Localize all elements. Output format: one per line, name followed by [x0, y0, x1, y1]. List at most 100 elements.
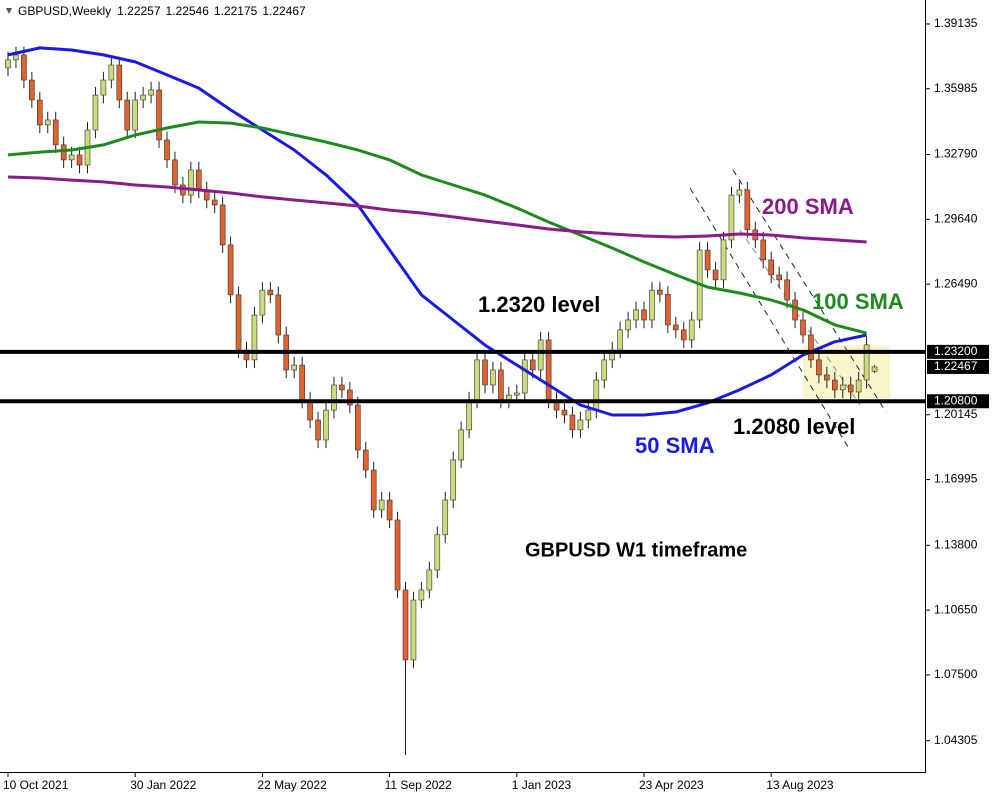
candle-body: [601, 359, 608, 381]
candle-body: [816, 359, 822, 376]
annotation: 1.2080 level: [733, 414, 855, 439]
candle-body: [744, 189, 751, 231]
sma-line: [7, 120, 867, 335]
candle-body: [156, 89, 162, 141]
candle-body: [434, 534, 441, 571]
candle-body: [569, 414, 576, 431]
candle-body: [315, 419, 321, 441]
y-tick-label: 1.29640: [934, 212, 978, 226]
candle-body: [21, 54, 27, 81]
current-price-label: 1.22467: [934, 359, 978, 373]
candle-body: [410, 599, 417, 661]
candle-body: [466, 399, 472, 431]
candle-body: [44, 119, 51, 126]
x-tick-label: 10 Oct 2021: [3, 778, 69, 792]
candle-body: [712, 269, 719, 281]
candle-body: [426, 569, 433, 591]
candle-body: [267, 289, 274, 296]
candle-body: [347, 389, 353, 406]
level-price-label: 1.20800: [934, 393, 978, 407]
candle-body: [824, 374, 830, 381]
series-label: 200 SMA: [762, 194, 854, 219]
y-tick-label: 1.10650: [934, 602, 978, 616]
candle-body: [13, 54, 19, 61]
trend-channel: [689, 169, 887, 448]
candle-body: [323, 409, 329, 441]
annotation: GBPUSD W1 timeframe: [525, 539, 747, 561]
candle-body: [386, 499, 393, 521]
candle-body: [251, 314, 258, 361]
candle-body: [450, 459, 457, 501]
sma-line: [7, 175, 867, 244]
candle-body: [227, 244, 234, 296]
current-price-box: [927, 359, 989, 374]
y-tick-label: 1.32790: [934, 147, 978, 161]
candle-body: [124, 99, 131, 131]
candle-body: [29, 79, 35, 101]
x-tick-label: 13 Aug 2023: [766, 778, 834, 792]
candle-body: [490, 369, 496, 386]
chart-header: GBPUSD,Weekly 1.22257 1.22546 1.22175 1.2246…: [18, 4, 306, 18]
header-open: 1.22257: [117, 4, 161, 18]
x-tick-label: 11 Sep 2022: [385, 778, 452, 792]
y-tick-label: 1.04305: [934, 733, 978, 747]
candle-body: [92, 94, 99, 131]
header-low: 1.22175: [214, 4, 258, 18]
candle-body: [665, 293, 671, 326]
x-tick-label: 30 Jan 2022: [130, 778, 196, 792]
symbol: GBPUSD,Weekly: [18, 4, 111, 18]
y-tick-label: 1.16995: [934, 472, 978, 486]
candle-body: [275, 294, 282, 336]
candle-body: [672, 324, 679, 331]
candle-body: [378, 499, 385, 511]
y-tick-label: 1.39135: [934, 16, 978, 30]
candle-body: [537, 339, 544, 371]
candle-body: [831, 379, 838, 391]
candle-body: [680, 329, 687, 341]
candle-body: [140, 94, 146, 101]
candle-body: [108, 64, 115, 81]
candle-body: [354, 404, 361, 451]
candle-body: [442, 499, 449, 536]
candle-body: [521, 359, 528, 394]
candle-body: [776, 274, 782, 281]
candle-body: [633, 309, 639, 321]
candle-body: [625, 319, 631, 331]
header-close: 1.22467: [262, 4, 306, 18]
candle-body: [100, 79, 107, 96]
candle-body: [5, 59, 11, 69]
candle-body: [132, 99, 138, 131]
annotation: 1.2320 level: [478, 292, 600, 317]
candle-body: [800, 319, 806, 336]
candle-body: [736, 189, 743, 196]
candle-body: [36, 99, 43, 126]
candle-body: [561, 409, 568, 416]
candle-body: [513, 392, 520, 396]
candle-body: [402, 589, 409, 661]
series-label: 100 SMA: [812, 289, 904, 314]
candle-body: [847, 384, 854, 393]
candle-body: [760, 239, 767, 261]
series-label: 50 SMA: [635, 433, 715, 458]
candle-body: [704, 249, 711, 271]
candle-body: [474, 359, 480, 401]
candle-body: [148, 89, 154, 96]
x-tick-label: 23 Apr 2023: [639, 778, 704, 792]
candle-body: [871, 366, 878, 372]
candle-body: [219, 204, 226, 246]
plot-area: [5, 46, 878, 755]
candle-body: [498, 369, 504, 401]
y-tick-label: 1.13800: [934, 537, 978, 551]
level-price-box: [927, 394, 989, 409]
candle-body: [641, 309, 647, 321]
channel-line: [739, 229, 861, 406]
candle-body: [188, 169, 194, 196]
candle-body: [617, 329, 623, 351]
candle-body: [68, 154, 75, 161]
candle-body: [211, 199, 218, 206]
y-tick-label: 1.35985: [934, 81, 978, 95]
candle-body: [458, 429, 464, 461]
header-high: 1.22546: [166, 4, 210, 18]
